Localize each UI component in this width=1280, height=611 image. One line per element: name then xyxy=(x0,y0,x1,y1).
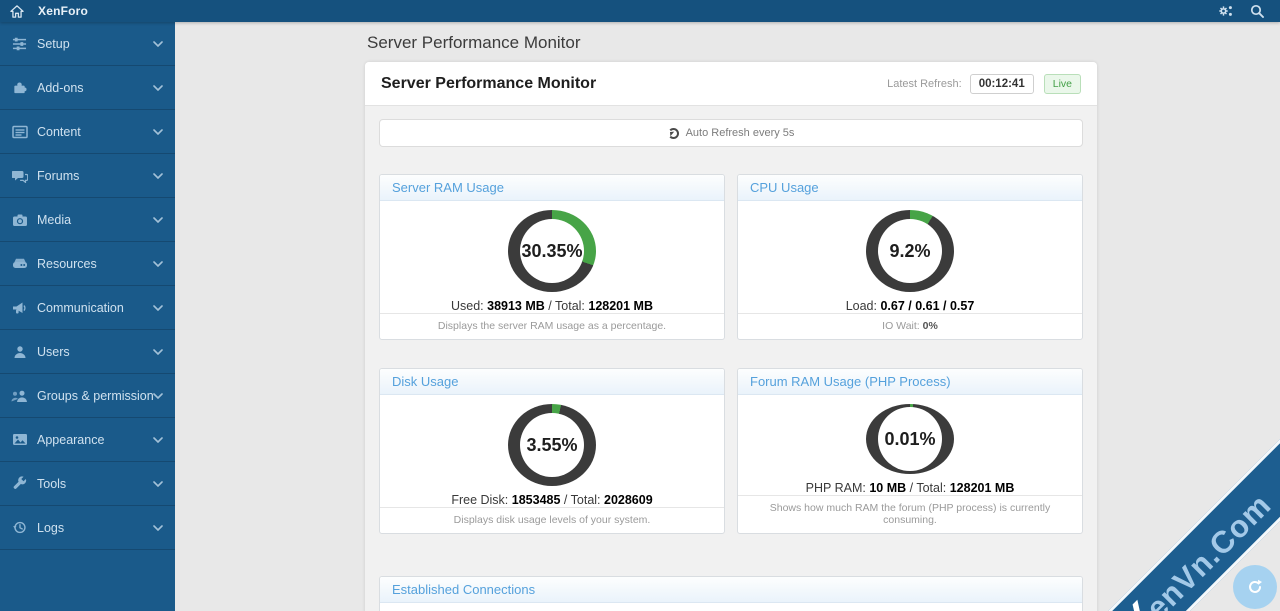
forum-ram-stats: PHP RAM: 10 MB / Total: 128201 MB xyxy=(805,481,1015,495)
sidebar-item-communication[interactable]: Communication xyxy=(0,286,175,330)
panel-title: Disk Usage xyxy=(380,369,724,395)
gauge-value: 0.01% xyxy=(878,407,942,471)
panel-footer: IO Wait: 0% xyxy=(738,313,1082,339)
sidebar-item-label: Communication xyxy=(37,300,124,315)
panel-body: 0.01% PHP RAM: 10 MB / Total: 128201 MB … xyxy=(738,395,1082,533)
sidebar-item-logs[interactable]: Logs xyxy=(0,506,175,550)
hdd-icon xyxy=(11,257,28,270)
ram-usage-gauge: 30.35% xyxy=(508,210,596,292)
chevron-down-icon xyxy=(153,304,163,311)
brand-xenforo[interactable]: XenForo xyxy=(38,4,89,18)
panel-footer: Displays disk usage levels of your syste… xyxy=(380,507,724,533)
sidebar-item-label: Forums xyxy=(37,168,80,183)
page-title: Server Performance Monitor xyxy=(367,33,581,52)
home-icon[interactable] xyxy=(10,4,24,18)
main-content: Server Performance Monitor Server Perfor… xyxy=(175,22,1280,611)
chevron-down-icon xyxy=(153,128,163,135)
latest-refresh-time: 00:12:41 xyxy=(969,73,1034,94)
top-bar: XenForo xyxy=(0,0,1280,22)
chevron-down-icon xyxy=(153,216,163,223)
cpu-usage-gauge: 9.2% xyxy=(866,210,954,292)
history-icon xyxy=(11,520,28,535)
chevron-down-icon xyxy=(153,436,163,443)
sidebar-item-label: Resources xyxy=(37,256,97,271)
panel-body: 3.55% Free Disk: 1853485 / Total: 202860… xyxy=(380,395,724,533)
cpu-stats: Load: 0.67 / 0.61 / 0.57 xyxy=(845,299,975,313)
sidebar-item-label: Add-ons xyxy=(37,80,84,95)
sidebar-item-label: Content xyxy=(37,124,81,139)
sidebar-item-label: Groups & permissions xyxy=(37,388,153,403)
forum-ram-gauge: 0.01% xyxy=(866,404,954,474)
sidebar-item-resources[interactable]: Resources xyxy=(0,242,175,286)
puzzle-icon xyxy=(11,80,28,95)
gauge-value: 3.55% xyxy=(520,413,584,477)
chevron-down-icon xyxy=(153,348,163,355)
sliders-icon xyxy=(11,37,28,51)
panel-footer: Displays the server RAM usage as a perce… xyxy=(380,313,724,339)
sidebar-item-setup[interactable]: Setup xyxy=(0,22,175,66)
sidebar-nav: Setup Add-ons Content Forums Media xyxy=(0,22,175,611)
chevron-down-icon xyxy=(153,392,163,399)
block-body: Auto Refresh every 5s Server RAM Usage 3… xyxy=(365,106,1097,611)
panel-title: Server RAM Usage xyxy=(380,175,724,201)
panel-server-ram-usage: Server RAM Usage 30.35% Used: 38913 MB /… xyxy=(379,174,725,340)
newspaper-icon xyxy=(11,125,28,139)
sidebar-item-forums[interactable]: Forums xyxy=(0,154,175,198)
gauge-value: 9.2% xyxy=(878,219,942,283)
chevron-down-icon xyxy=(153,84,163,91)
block-header: Server Performance Monitor Latest Refres… xyxy=(365,62,1097,106)
gauge-value: 30.35% xyxy=(520,219,584,283)
wrench-icon xyxy=(11,476,28,491)
search-icon[interactable] xyxy=(1250,4,1264,18)
chevron-down-icon xyxy=(153,524,163,531)
sidebar-item-groups-permissions[interactable]: Groups & permissions xyxy=(0,374,175,418)
floating-refresh-button[interactable] xyxy=(1233,565,1277,609)
sidebar-item-label: Logs xyxy=(37,520,65,535)
disk-stats: Free Disk: 1853485 / Total: 2028609 xyxy=(451,493,653,507)
sidebar-item-label: Setup xyxy=(37,36,70,51)
panel-cpu-usage: CPU Usage 9.2% Load: 0.67 / 0.61 / 0.57 … xyxy=(737,174,1083,340)
sidebar-item-media[interactable]: Media xyxy=(0,198,175,242)
gauges-grid: Server RAM Usage 30.35% Used: 38913 MB /… xyxy=(379,174,1083,534)
panel-forum-ram-usage: Forum RAM Usage (PHP Process) 0.01% PHP … xyxy=(737,368,1083,534)
comments-icon xyxy=(11,169,28,183)
panel-body: 30.35% Used: 38913 MB / Total: 128201 MB… xyxy=(380,201,724,339)
image-icon xyxy=(11,433,28,446)
admin-gears-icon[interactable] xyxy=(1217,4,1234,18)
panel-title: Forum RAM Usage (PHP Process) xyxy=(738,369,1082,395)
block-title: Server Performance Monitor xyxy=(381,74,597,92)
sidebar-item-content[interactable]: Content xyxy=(0,110,175,154)
sidebar-item-add-ons[interactable]: Add-ons xyxy=(0,66,175,110)
panel-footer: Shows how much RAM the forum (PHP proces… xyxy=(738,495,1082,533)
sidebar-item-label: Appearance xyxy=(37,432,105,447)
sidebar-item-label: Users xyxy=(37,344,70,359)
refresh-icon xyxy=(1249,579,1262,593)
sidebar-item-tools[interactable]: Tools xyxy=(0,462,175,506)
panel-title: Established Connections xyxy=(380,577,1082,603)
sidebar-item-users[interactable]: Users xyxy=(0,330,175,374)
disk-usage-gauge: 3.55% xyxy=(508,404,596,486)
chevron-down-icon xyxy=(153,40,163,47)
chevron-down-icon xyxy=(153,480,163,487)
panel-body: 9.2% Load: 0.67 / 0.61 / 0.57 IO Wait: 0… xyxy=(738,201,1082,339)
panel-disk-usage: Disk Usage 3.55% Free Disk: 1853485 / To… xyxy=(379,368,725,534)
panel-title: CPU Usage xyxy=(738,175,1082,201)
auto-refresh-button[interactable]: Auto Refresh every 5s xyxy=(379,119,1083,147)
auto-refresh-label: Auto Refresh every 5s xyxy=(685,127,795,139)
refresh-icon xyxy=(667,127,679,139)
sidebar-item-appearance[interactable]: Appearance xyxy=(0,418,175,462)
camera-icon xyxy=(11,213,28,227)
chevron-down-icon xyxy=(153,260,163,267)
performance-monitor-block: Server Performance Monitor Latest Refres… xyxy=(365,62,1097,611)
chevron-down-icon xyxy=(153,172,163,179)
ram-stats: Used: 38913 MB / Total: 128201 MB xyxy=(450,299,653,313)
sidebar-item-label: Media xyxy=(37,212,72,227)
users-icon xyxy=(11,389,28,403)
live-status-badge: Live xyxy=(1043,73,1081,94)
panel-established-connections: Established Connections xyxy=(379,576,1083,611)
sidebar-item-label: Tools xyxy=(37,476,67,491)
user-icon xyxy=(11,345,28,359)
latest-refresh-label: Latest Refresh: xyxy=(887,77,962,90)
bullhorn-icon xyxy=(11,301,28,315)
